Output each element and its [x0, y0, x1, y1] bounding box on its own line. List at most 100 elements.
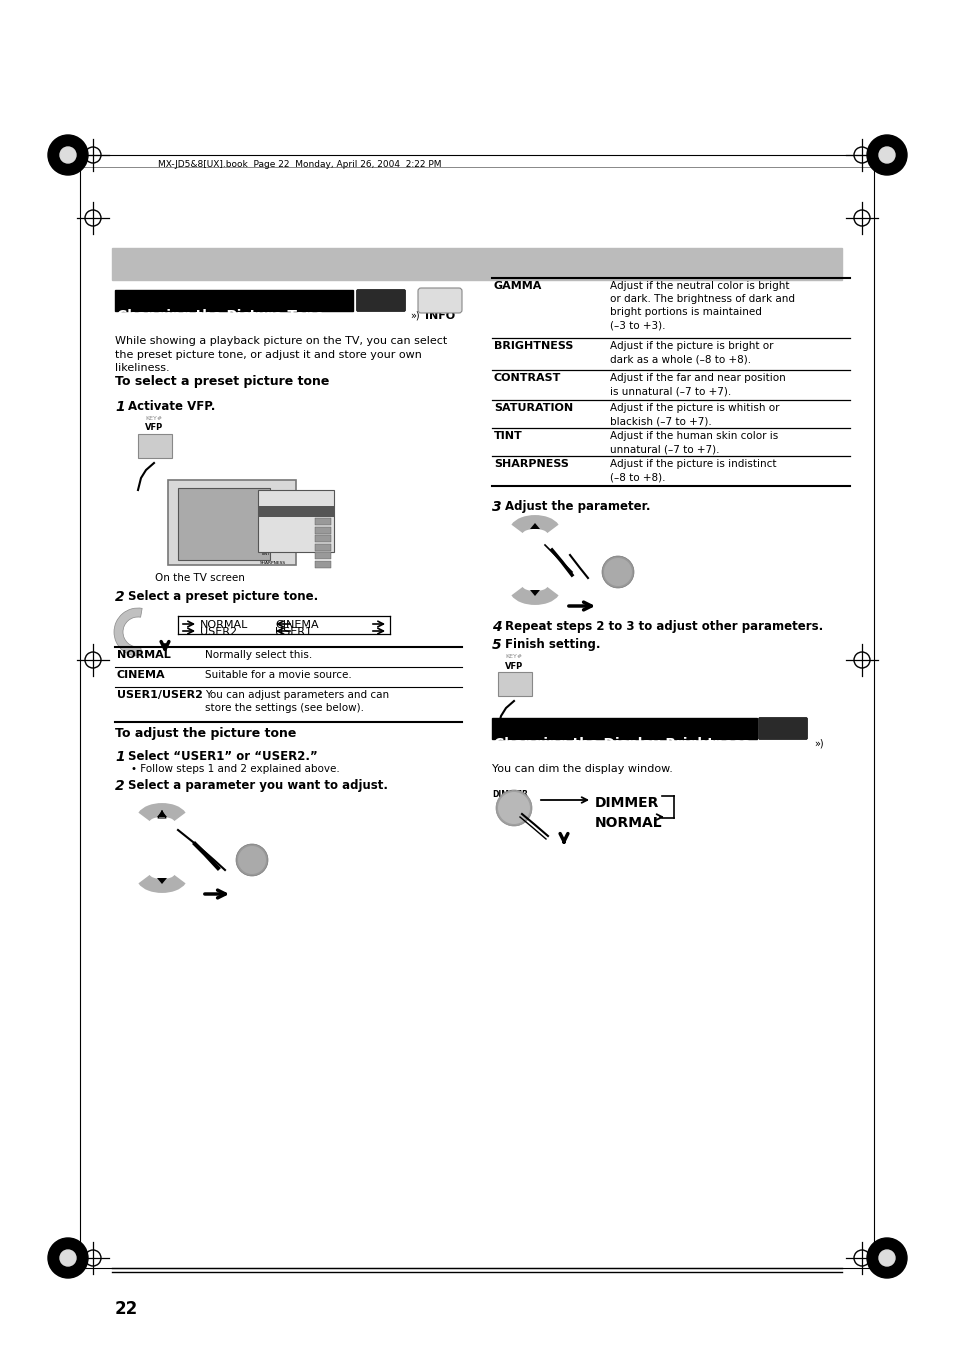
Text: Suitable for a movie source.: Suitable for a movie source.	[205, 670, 352, 680]
Text: USER1: USER1	[274, 627, 312, 638]
Bar	[257, 490, 334, 553]
Text: CONTRAST: CONTRAST	[260, 535, 283, 539]
Text: BRIGHTNESS: BRIGHTNESS	[494, 340, 573, 351]
Bar	[138, 434, 172, 458]
Text: Select a preset picture tone.: Select a preset picture tone.	[128, 590, 318, 603]
Text: Normally select this.: Normally select this.	[205, 650, 312, 661]
Polygon shape	[530, 523, 539, 530]
Text: ENTER: ENTER	[241, 857, 262, 861]
Text: 3: 3	[492, 500, 501, 513]
Text: TINT: TINT	[260, 553, 270, 557]
Text: INFO: INFO	[424, 311, 455, 322]
Circle shape	[866, 1238, 906, 1278]
Wedge shape	[113, 608, 142, 657]
Text: Finish setting.: Finish setting.	[504, 638, 599, 651]
Text: Changing the Display Brightness: Changing the Display Brightness	[494, 738, 749, 751]
Text: 2: 2	[115, 590, 125, 604]
Text: To adjust the picture tone: To adjust the picture tone	[115, 727, 296, 740]
Text: Adjust if the picture is bright or
dark as a whole (–8 to +8).: Adjust if the picture is bright or dark …	[609, 340, 773, 365]
Text: NORMAL: NORMAL	[595, 816, 662, 830]
Text: Adjust if the picture is whitish or
blackish (–7 to +7).: Adjust if the picture is whitish or blac…	[609, 403, 779, 426]
Circle shape	[237, 846, 266, 874]
Text: On the TV screen: On the TV screen	[155, 573, 245, 584]
Bar	[168, 480, 295, 565]
Polygon shape	[530, 590, 539, 596]
Text: 5: 5	[492, 638, 501, 653]
Text: SATURATION: SATURATION	[494, 403, 573, 413]
Text: DIMMER: DIMMER	[595, 796, 659, 811]
Text: USER1/USER2: USER1/USER2	[117, 690, 203, 700]
Text: »): »)	[410, 311, 419, 322]
Bar	[314, 517, 331, 526]
Text: Remote
Only: Remote Only	[371, 305, 391, 316]
Text: • Follow steps 1 and 2 explained above.: • Follow steps 1 and 2 explained above.	[131, 765, 339, 774]
Text: Repeat steps 2 to 3 to adjust other parameters.: Repeat steps 2 to 3 to adjust other para…	[504, 620, 822, 634]
Text: 1: 1	[115, 750, 125, 765]
Text: SATURATION: SATURATION	[260, 543, 287, 547]
Circle shape	[497, 792, 530, 824]
Text: »): »)	[813, 739, 822, 748]
Text: MX-JD5&8[UX].book  Page 22  Monday, April 26, 2004  2:22 PM: MX-JD5&8[UX].book Page 22 Monday, April …	[158, 159, 441, 169]
Bar	[314, 535, 331, 542]
Circle shape	[878, 147, 894, 163]
FancyBboxPatch shape	[356, 289, 405, 312]
Text: SHARPNESS: SHARPNESS	[494, 459, 568, 469]
Text: KEY#: KEY#	[504, 654, 521, 659]
Text: NORMAL: NORMAL	[117, 650, 171, 661]
FancyBboxPatch shape	[417, 288, 461, 313]
Text: 22: 22	[115, 1300, 138, 1319]
Text: Activate VFP.: Activate VFP.	[128, 400, 215, 413]
Text: Adjust if the neutral color is bright
or dark. The brightness of dark and
bright: Adjust if the neutral color is bright or…	[609, 281, 794, 331]
Text: 4: 4	[492, 620, 501, 634]
Text: VFP: VFP	[504, 662, 522, 671]
Circle shape	[48, 1238, 88, 1278]
Text: NORMAL: NORMAL	[200, 620, 248, 630]
Circle shape	[235, 844, 268, 875]
Text: SHARPNESS: SHARPNESS	[260, 561, 286, 565]
Bar	[314, 527, 331, 534]
Text: CINEMA: CINEMA	[117, 670, 166, 680]
Text: ENTER: ENTER	[607, 567, 628, 573]
Text: NORMAL: NORMAL	[260, 508, 283, 513]
Text: DIMMER: DIMMER	[492, 790, 527, 798]
Circle shape	[866, 135, 906, 176]
Text: Select a parameter you want to adjust.: Select a parameter you want to adjust.	[128, 780, 388, 792]
FancyBboxPatch shape	[758, 717, 806, 739]
Text: To select a preset picture tone: To select a preset picture tone	[115, 376, 329, 388]
Text: VFP: VFP	[145, 423, 163, 432]
Text: CINEMA: CINEMA	[274, 620, 318, 630]
Bar	[178, 488, 270, 561]
Text: GAMMA: GAMMA	[260, 517, 276, 521]
Circle shape	[60, 147, 76, 163]
Bar	[314, 543, 331, 550]
Polygon shape	[157, 811, 167, 817]
Text: Adjust if the far and near position
is unnatural (–7 to +7).: Adjust if the far and near position is u…	[609, 373, 785, 396]
Bar	[314, 561, 331, 567]
Bar	[497, 671, 532, 696]
Text: BRIGHTNESS: BRIGHTNESS	[260, 527, 288, 531]
Circle shape	[60, 1250, 76, 1266]
Text: Remote
Only: Remote Only	[772, 734, 792, 744]
Text: 1: 1	[115, 400, 125, 413]
Polygon shape	[157, 878, 167, 884]
Text: You can adjust parameters and can
store the settings (see below).: You can adjust parameters and can store …	[205, 690, 389, 713]
Text: TINT: TINT	[494, 431, 522, 440]
Text: Adjust the parameter.: Adjust the parameter.	[504, 500, 650, 513]
Circle shape	[603, 558, 631, 586]
Bar	[257, 507, 334, 517]
Text: KEY#: KEY#	[145, 416, 162, 422]
Text: Select “USER1” or “USER2.”: Select “USER1” or “USER2.”	[128, 750, 317, 763]
Bar	[314, 553, 331, 559]
Text: Adjust if the human skin color is
unnatural (–7 to +7).: Adjust if the human skin color is unnatu…	[609, 431, 778, 454]
Text: CONTRAST: CONTRAST	[494, 373, 560, 382]
Circle shape	[601, 557, 634, 588]
Text: Changing the Picture Tone: Changing the Picture Tone	[117, 309, 324, 323]
Text: USER2: USER2	[200, 627, 237, 638]
Circle shape	[48, 135, 88, 176]
Text: 2: 2	[115, 780, 125, 793]
Circle shape	[878, 1250, 894, 1266]
Bar	[115, 290, 353, 311]
Bar	[112, 249, 841, 280]
Text: You can dim the display window.: You can dim the display window.	[492, 765, 672, 774]
Bar	[492, 717, 757, 739]
